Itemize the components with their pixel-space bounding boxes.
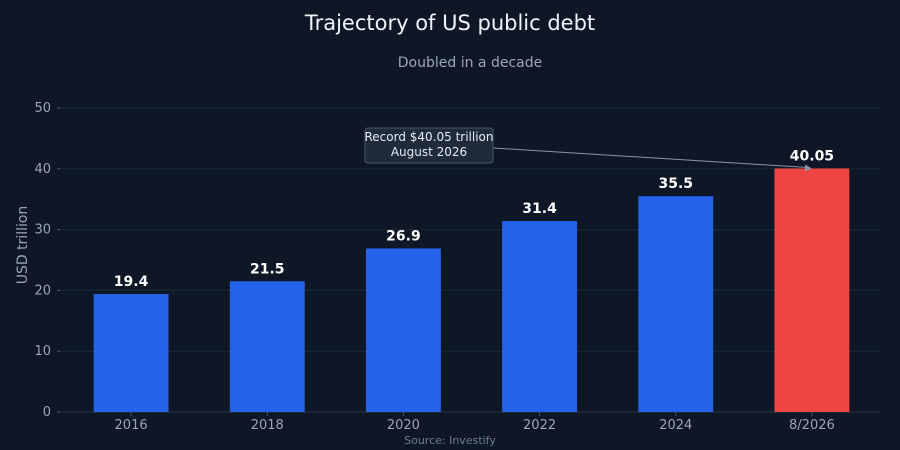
bar xyxy=(774,168,850,412)
y-tick-label: 40 xyxy=(34,162,51,177)
x-tick-label: 8/2026 xyxy=(789,418,835,433)
data-label: 19.4 xyxy=(114,274,149,290)
data-label: 35.5 xyxy=(658,176,693,192)
gridlines xyxy=(63,107,880,413)
annotation-arrow-line xyxy=(492,147,808,168)
bar xyxy=(93,294,169,412)
source-note: Source: Investify xyxy=(404,434,496,447)
x-tick-label: 2016 xyxy=(115,418,148,433)
bar xyxy=(638,196,714,412)
bar xyxy=(229,281,305,412)
y-tick-label: 50 xyxy=(34,101,51,116)
annotation-box xyxy=(364,127,494,164)
y-axis-ticks: 0 10 20 30 40 50 xyxy=(34,101,61,420)
bars xyxy=(93,168,850,412)
chart-title: Trajectory of US public debt xyxy=(304,11,595,35)
x-tick-label: 2024 xyxy=(659,418,692,433)
data-label: 26.9 xyxy=(386,228,421,244)
bar xyxy=(365,248,441,412)
data-label: 31.4 xyxy=(522,201,557,217)
y-axis-title: USD trillion xyxy=(15,206,31,285)
y-tick-label: 20 xyxy=(34,283,51,298)
y-tick-label: 30 xyxy=(34,223,51,238)
annotation-line-1: Record $40.05 trillion xyxy=(365,130,494,144)
data-labels: 19.4 21.5 26.9 31.4 35.5 40.05 xyxy=(114,148,834,290)
chart-subtitle: Doubled in a decade xyxy=(398,55,542,71)
x-axis-ticks: 2016 2018 2020 2022 2024 8/2026 xyxy=(115,412,835,433)
annotation: Record $40.05 trillion August 2026 xyxy=(364,127,812,172)
y-tick-label: 10 xyxy=(34,344,51,359)
x-tick-label: 2022 xyxy=(523,418,556,433)
annotation-line-2: August 2026 xyxy=(391,145,467,159)
x-tick-label: 2018 xyxy=(251,418,284,433)
y-tick-label: 0 xyxy=(43,405,51,420)
data-label: 21.5 xyxy=(250,261,285,277)
bar xyxy=(502,221,578,412)
annotation-arrow-head xyxy=(804,164,812,172)
x-tick-label: 2020 xyxy=(387,418,420,433)
data-label: 40.05 xyxy=(790,148,834,164)
